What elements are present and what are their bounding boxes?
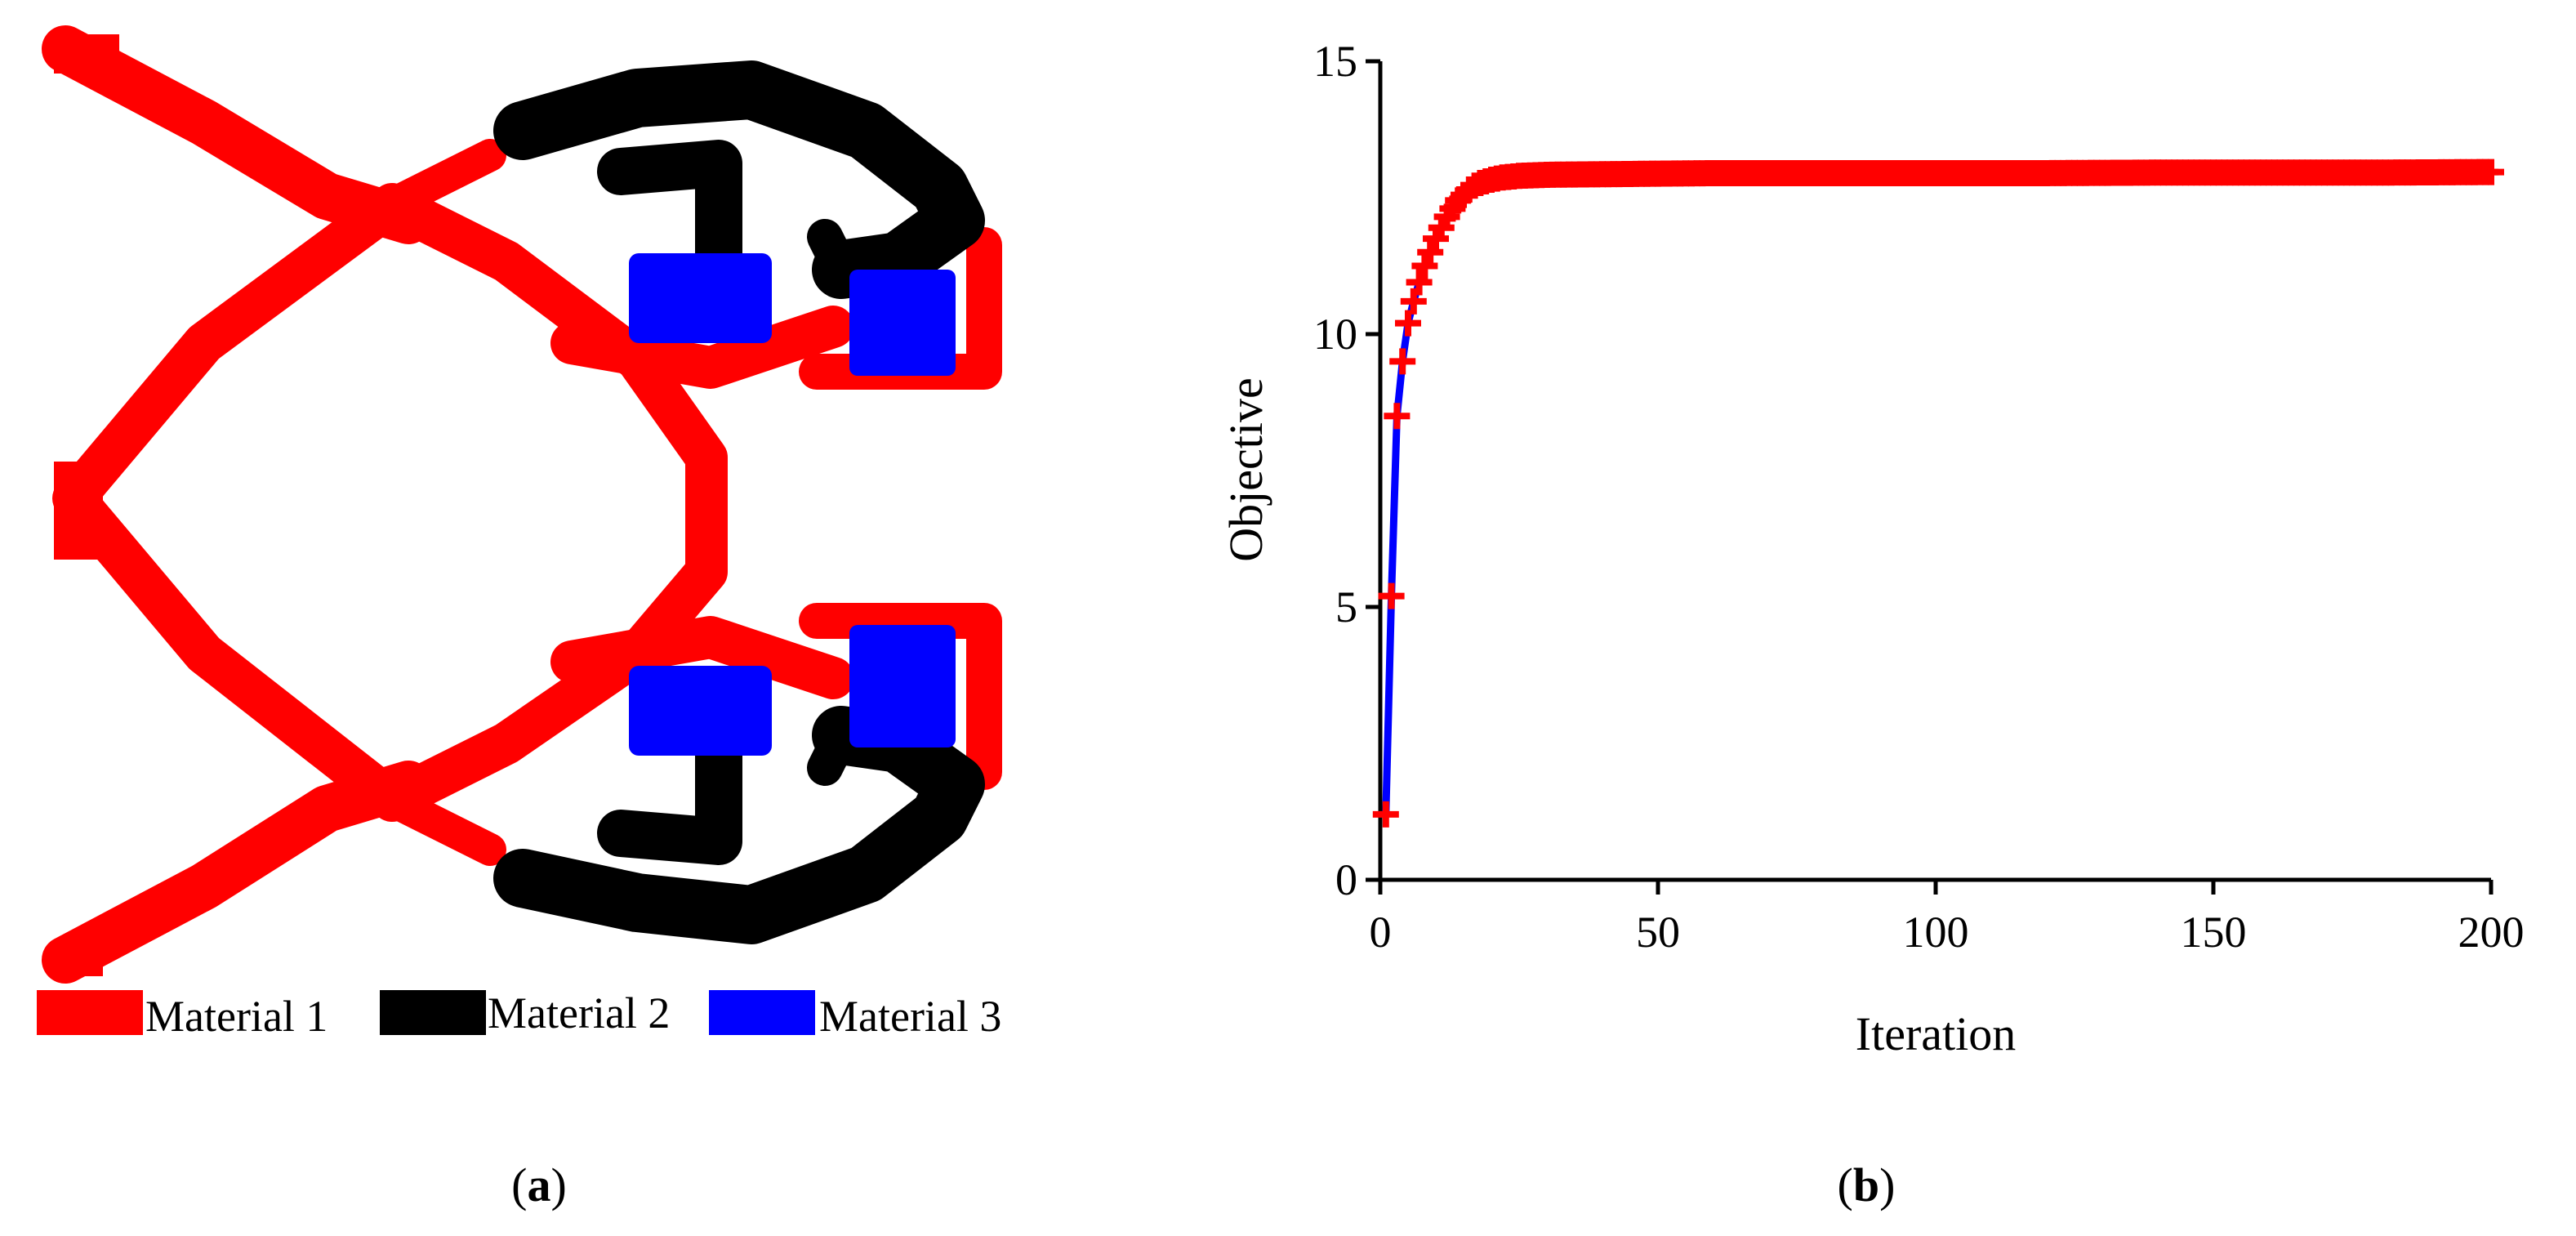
lower-left-block — [54, 939, 103, 976]
left-support-block — [54, 462, 103, 560]
series-marker-9 — [1417, 239, 1444, 265]
upper-blue-block — [849, 270, 956, 376]
legend: Material 1 Material 2 Material 3 — [37, 988, 1001, 1041]
legend-label-material-1: Material 1 — [145, 992, 328, 1041]
lower-black-hook — [807, 717, 859, 786]
x-tick-label-0: 0 — [1370, 908, 1392, 957]
legend-swatch-material-2 — [380, 990, 486, 1035]
series-marker-4 — [1389, 348, 1416, 375]
series-markers — [1372, 158, 2504, 828]
y-tick-label-1: 5 — [1335, 582, 1357, 631]
legend-label-material-3: Material 3 — [819, 992, 1001, 1041]
x-tick-label-4: 200 — [2458, 908, 2525, 957]
x-tick-label-3: 150 — [2181, 908, 2247, 957]
upper-left-block — [54, 34, 119, 74]
upper-black-stem — [597, 140, 742, 314]
lower-black-stem — [597, 699, 742, 865]
lower-black-arc — [493, 706, 985, 944]
series-marker-8 — [1411, 252, 1438, 279]
diamond-outline — [52, 183, 728, 822]
lower-blue-patch — [629, 666, 772, 756]
lower-junction — [550, 616, 854, 699]
legend-swatch-material-1 — [37, 990, 143, 1035]
upper-black-hook — [807, 219, 859, 288]
series-marker-2 — [1378, 582, 1405, 609]
material-1-region — [42, 25, 1002, 984]
material-2-region — [493, 60, 985, 944]
y-tick-label-2: 10 — [1313, 310, 1357, 359]
material-3-region — [629, 253, 956, 756]
series-marker-3 — [1384, 403, 1411, 430]
lower-cross-member — [376, 784, 506, 866]
y-tick-label-3: 15 — [1313, 37, 1357, 86]
upper-cross-member — [376, 139, 506, 221]
panel-label-b: (b) — [1838, 1158, 1896, 1211]
series-line — [1382, 168, 2491, 814]
x-ticks: 0 50 100 150 200 — [1370, 880, 2525, 957]
y-axis-label: Objective — [1219, 377, 1272, 561]
y-ticks: 0 5 10 15 — [1313, 37, 1380, 904]
x-axis-label: Iteration — [1856, 1007, 2016, 1060]
upper-black-arc — [493, 60, 985, 299]
series-marker-5 — [1395, 310, 1421, 337]
upper-blue-patch — [629, 253, 772, 343]
legend-swatch-material-3 — [709, 990, 815, 1035]
lower-right-arm — [799, 603, 1002, 790]
series-marker-200 — [2478, 158, 2504, 185]
series-marker-6 — [1400, 288, 1427, 315]
panel-label-a: (a) — [511, 1158, 567, 1211]
x-tick-label-1: 50 — [1636, 908, 1680, 957]
legend-label-material-2: Material 2 — [488, 988, 670, 1037]
x-tick-label-2: 100 — [1903, 908, 1969, 957]
lower-left-arm — [42, 761, 432, 984]
upper-junction — [550, 306, 854, 389]
upper-left-arm — [42, 25, 432, 244]
series-marker-1 — [1372, 801, 1399, 828]
lower-blue-block — [849, 625, 956, 747]
topology-panel: Material 1 Material 2 Material 3 (a) — [37, 25, 1002, 1211]
y-tick-label-0: 0 — [1335, 855, 1357, 904]
series-marker-7 — [1406, 269, 1433, 296]
